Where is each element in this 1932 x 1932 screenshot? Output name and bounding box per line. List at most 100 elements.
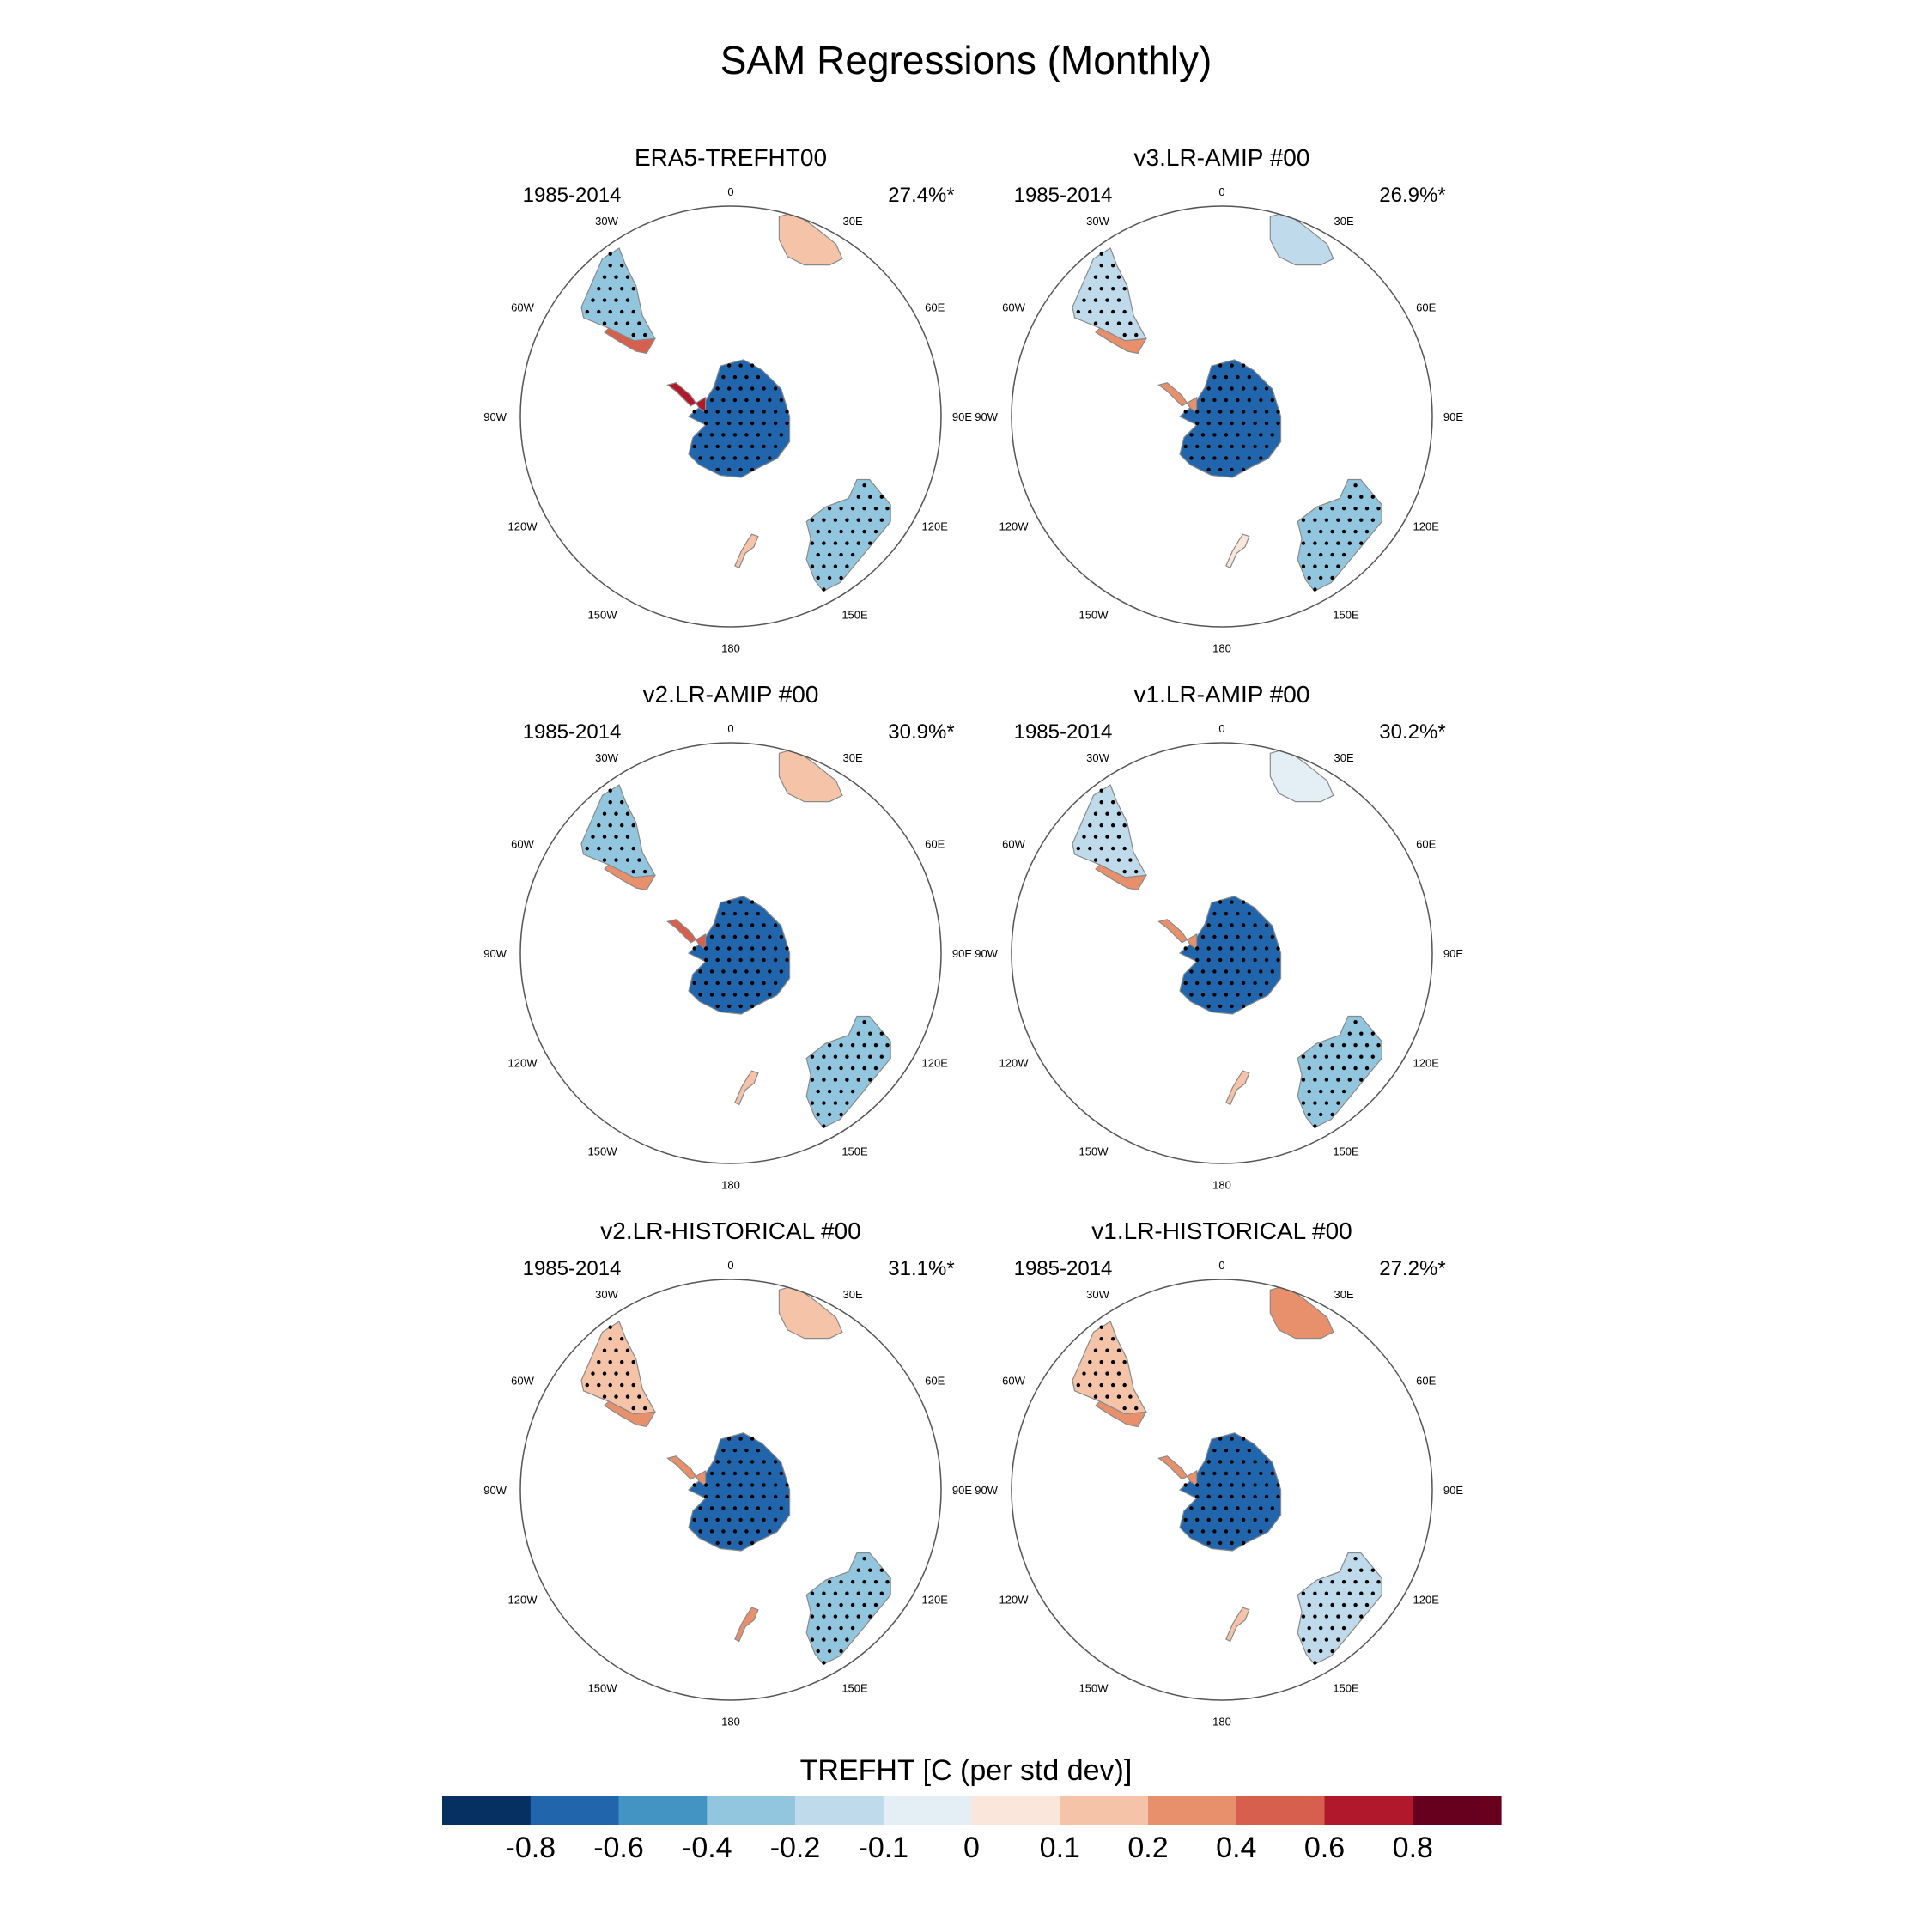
significance-dot: [1195, 410, 1200, 414]
significance-dot: [1336, 1054, 1340, 1059]
significance-dot: [822, 1101, 826, 1105]
significance-dot: [1370, 1054, 1376, 1059]
lon-label: 120E: [1413, 1056, 1440, 1069]
lon-label: 0: [727, 185, 733, 198]
significance-dot: [637, 1394, 641, 1399]
significance-dot: [1319, 1066, 1323, 1071]
significance-dot: [1259, 969, 1263, 974]
significance-dot: [810, 518, 815, 522]
significance-dot: [1241, 1437, 1246, 1441]
colorbar-swatch: [883, 1796, 973, 1825]
significance-dot: [1183, 1483, 1188, 1487]
lon-label: 30E: [843, 751, 863, 764]
significance-dot: [1264, 1494, 1269, 1499]
significance-dot: [1364, 507, 1370, 511]
significance-dot: [602, 835, 607, 839]
significance-dot: [1236, 398, 1240, 403]
significance-dot: [1307, 1066, 1311, 1071]
significance-dot: [1230, 900, 1234, 904]
significance-dot: [756, 1506, 761, 1510]
significance-dot: [614, 298, 618, 302]
lon-label: 60W: [511, 301, 534, 314]
region-africa: [778, 748, 843, 803]
significance-dot: [1111, 264, 1115, 268]
significance-dot: [1301, 1637, 1306, 1642]
significance-dot: [762, 1483, 766, 1487]
region-new-zealand: [1225, 1070, 1250, 1106]
significance-dot: [1099, 1382, 1103, 1388]
region-new-zealand: [734, 533, 759, 569]
significance-dot: [1099, 1360, 1103, 1364]
lon-label: 60E: [1416, 301, 1436, 314]
lon-label: 150E: [1333, 608, 1359, 621]
panel-title: v3.LR-AMIP #00: [1134, 144, 1310, 171]
significance-dot: [1276, 957, 1280, 963]
significance-dot: [727, 1540, 732, 1546]
land-fill: [1072, 211, 1382, 592]
significance-dot: [608, 287, 612, 291]
significance-dot: [1099, 823, 1103, 828]
significance-dot: [1224, 993, 1229, 997]
significance-dot: [1324, 1101, 1329, 1105]
significance-dot: [1376, 1043, 1381, 1048]
lon-label: 90W: [483, 410, 507, 423]
significance-dot: [1183, 946, 1188, 951]
significance-dot: [1212, 969, 1217, 974]
colorbar-tick-label: 0.4: [1216, 1832, 1256, 1864]
lon-label: 120E: [922, 1593, 949, 1606]
significance-dot: [1212, 1529, 1217, 1534]
region-patagonia: [1095, 327, 1147, 355]
significance-dot: [1218, 363, 1223, 368]
significance-dot: [715, 923, 720, 927]
significance-dot: [620, 846, 624, 851]
significance-dot: [1105, 835, 1109, 839]
region-australia: [1297, 1015, 1382, 1129]
significance-dot: [704, 1494, 708, 1499]
significance-dot: [744, 1529, 749, 1534]
significance-dot: [704, 444, 708, 449]
significance-dot: [625, 321, 630, 325]
significance-dot: [1236, 433, 1240, 437]
significance-dot: [756, 433, 761, 437]
significance-dot: [1336, 541, 1340, 545]
significance-dot: [608, 1337, 612, 1341]
significance-dot: [721, 433, 726, 437]
significance-dot: [1264, 444, 1269, 449]
significance-dot: [822, 1078, 826, 1082]
significance-dot: [1353, 1043, 1358, 1048]
lon-label: 150W: [588, 608, 618, 621]
significance-dot: [1189, 456, 1194, 460]
significance-dot: [732, 456, 738, 460]
figure-title: SAM Regressions (Monthly): [720, 38, 1212, 82]
significance-dot: [1359, 1591, 1364, 1595]
significance-dot: [1241, 1004, 1246, 1009]
significance-dot: [738, 1540, 743, 1546]
significance-dot: [1330, 1066, 1334, 1071]
significance-dot: [1189, 1529, 1194, 1534]
lon-label: 120W: [508, 1593, 538, 1606]
significance-dot: [879, 1568, 884, 1572]
significance-dot: [868, 1591, 872, 1595]
lon-label: 30W: [1086, 1288, 1109, 1301]
significance-dot: [833, 1078, 838, 1082]
significance-dot: [1224, 398, 1229, 403]
significance-dot: [631, 823, 635, 828]
map-boundary: [519, 1279, 942, 1701]
region-new-zealand: [1225, 1607, 1250, 1643]
region-antarctica: [1178, 1432, 1282, 1552]
lon-label: 60E: [925, 301, 945, 314]
significance-dot: [1319, 1580, 1323, 1584]
significance-dot: [1195, 957, 1200, 963]
significance-dot: [732, 911, 738, 916]
significance-dot: [1218, 1437, 1223, 1441]
significance-dot: [1241, 1517, 1246, 1522]
significance-dot: [885, 507, 890, 511]
lon-label: 30E: [1334, 215, 1354, 228]
significance-dot: [810, 1078, 815, 1082]
significance-dot: [879, 1031, 884, 1036]
lon-label: 60E: [1416, 838, 1436, 851]
map-panel: 0 30E 60E 90E 120E 150E 180 150W 120W 90W 60W 30W v2…: [483, 681, 972, 1192]
significance-dot: [1195, 981, 1200, 986]
significance-dot: [1236, 456, 1240, 460]
map-panel: 0 30E 60E 90E 120E 150E 180 150W 120W 90W 60W 30W v2…: [483, 1218, 972, 1728]
